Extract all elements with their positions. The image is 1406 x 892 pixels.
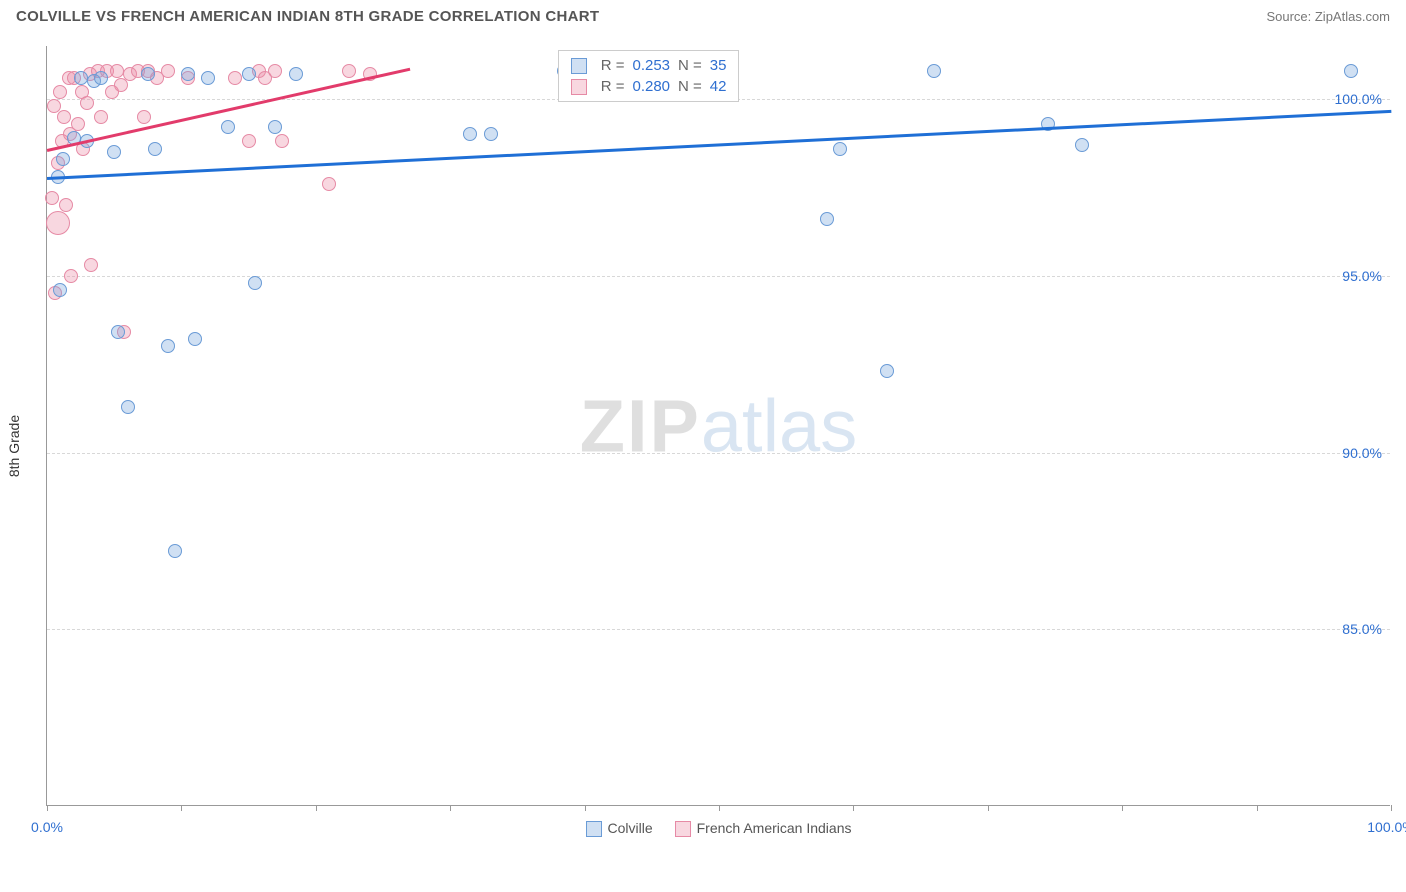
legend-swatch <box>675 821 691 837</box>
data-point <box>53 85 67 99</box>
legend-label: French American Indians <box>697 820 852 836</box>
data-point <box>201 71 215 85</box>
data-point <box>322 177 336 191</box>
y-tick-label: 90.0% <box>1342 445 1382 461</box>
data-point <box>820 212 834 226</box>
x-tick <box>316 805 317 811</box>
data-point <box>161 64 175 78</box>
x-tick <box>181 805 182 811</box>
legend-label: Colville <box>608 820 653 836</box>
data-point <box>1344 64 1358 78</box>
gridline <box>47 276 1390 277</box>
x-tick <box>47 805 48 811</box>
data-point <box>833 142 847 156</box>
data-point <box>927 64 941 78</box>
series-legend: Colville French American Indians <box>586 820 852 837</box>
data-point <box>161 339 175 353</box>
data-point <box>107 145 121 159</box>
data-point <box>111 325 125 339</box>
legend-item: French American Indians <box>675 820 852 837</box>
data-point <box>137 110 151 124</box>
data-point <box>248 276 262 290</box>
x-tick <box>1391 805 1392 811</box>
y-axis-title: 8th Grade <box>6 415 22 477</box>
data-point <box>94 110 108 124</box>
x-tick <box>1122 805 1123 811</box>
data-point <box>141 67 155 81</box>
data-point <box>148 142 162 156</box>
data-point <box>1075 138 1089 152</box>
x-tick <box>585 805 586 811</box>
data-point <box>228 71 242 85</box>
y-tick-label: 95.0% <box>1342 268 1382 284</box>
data-point <box>74 71 88 85</box>
data-point <box>110 64 124 78</box>
data-point <box>168 544 182 558</box>
data-point <box>56 152 70 166</box>
chart-source: Source: ZipAtlas.com <box>1266 9 1390 24</box>
data-point <box>188 332 202 346</box>
data-point <box>45 191 59 205</box>
data-point <box>59 198 73 212</box>
data-point <box>181 67 195 81</box>
y-tick-label: 85.0% <box>1342 621 1382 637</box>
data-point <box>268 64 282 78</box>
gridline <box>47 453 1390 454</box>
data-point <box>57 110 71 124</box>
chart-header: COLVILLE VS FRENCH AMERICAN INDIAN 8TH G… <box>0 0 1406 29</box>
data-point <box>484 127 498 141</box>
data-point <box>84 258 98 272</box>
data-point <box>242 67 256 81</box>
legend-swatch <box>571 79 587 95</box>
data-point <box>342 64 356 78</box>
data-point <box>463 127 477 141</box>
watermark: ZIPatlas <box>580 383 857 468</box>
data-point <box>46 211 70 235</box>
data-point <box>94 71 108 85</box>
legend-item: Colville <box>586 820 653 837</box>
x-tick <box>450 805 451 811</box>
x-tick <box>1257 805 1258 811</box>
x-tick-label: 0.0% <box>31 819 63 835</box>
data-point <box>289 67 303 81</box>
stats-legend: R =0.253N =35R =0.280N =42 <box>558 50 740 102</box>
x-tick <box>719 805 720 811</box>
data-point <box>275 134 289 148</box>
scatter-chart: ZIPatlas 85.0%90.0%95.0%100.0%0.0%100.0%… <box>46 46 1390 806</box>
data-point <box>64 269 78 283</box>
data-point <box>221 120 235 134</box>
x-tick-label: 100.0% <box>1367 819 1406 835</box>
legend-swatch <box>586 821 602 837</box>
x-tick <box>853 805 854 811</box>
x-tick <box>988 805 989 811</box>
data-point <box>268 120 282 134</box>
legend-swatch <box>571 58 587 74</box>
gridline <box>47 629 1390 630</box>
data-point <box>121 400 135 414</box>
data-point <box>80 96 94 110</box>
data-point <box>880 364 894 378</box>
data-point <box>71 117 85 131</box>
y-tick-label: 100.0% <box>1335 91 1382 107</box>
data-point <box>242 134 256 148</box>
data-point <box>53 283 67 297</box>
chart-title: COLVILLE VS FRENCH AMERICAN INDIAN 8TH G… <box>16 8 599 25</box>
